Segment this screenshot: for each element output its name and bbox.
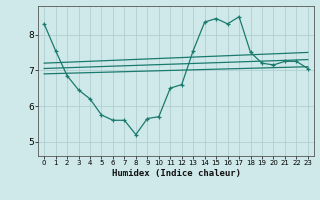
X-axis label: Humidex (Indice chaleur): Humidex (Indice chaleur) [111,169,241,178]
